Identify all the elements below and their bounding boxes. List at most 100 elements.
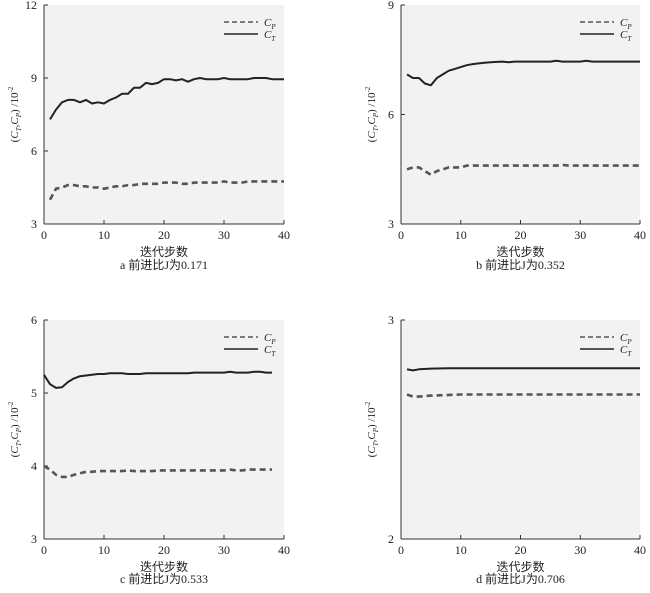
- y-label-part: T: [372, 441, 380, 446]
- panel-c-legend-label-p: CP: [264, 332, 276, 346]
- panel-a-y-tick-label: 9: [31, 71, 37, 85]
- panel-b-x-tick-label: 20: [515, 228, 527, 242]
- y-label-part: C: [366, 432, 378, 440]
- panel-c-y-tick-label: 3: [31, 532, 37, 546]
- y-label-part: -2: [7, 86, 15, 92]
- panel-d-y-tick-label: 2: [388, 532, 394, 546]
- panel-b-y-tick-label: 6: [388, 108, 394, 122]
- y-label-part: ): [366, 424, 378, 428]
- legend-base: C: [264, 17, 272, 29]
- y-label-part: ): [366, 109, 378, 113]
- panel-a-legend-label-t: CT: [264, 29, 276, 43]
- panel-b-legend-label-p: CP: [620, 17, 632, 31]
- panel-b-series-ct: [406, 59, 640, 87]
- panel-b-x-tick-label: 30: [574, 228, 586, 242]
- legend-base: C: [620, 29, 628, 41]
- panel-c-x-label: 迭代步数: [140, 559, 188, 574]
- panel-c-series-ct: [43, 370, 272, 389]
- legend-base: C: [620, 332, 628, 344]
- y-label-part: ,: [9, 124, 21, 127]
- y-label-part: T: [15, 126, 23, 131]
- panel-a-x-tick-label: 20: [158, 228, 170, 242]
- panel-d-x-tick-label: 0: [398, 543, 404, 557]
- panel-c-plot-area: [44, 320, 284, 539]
- panel-d-x-label: 迭代步数: [496, 559, 544, 574]
- y-label-part: ): [9, 109, 21, 113]
- y-label-part: P: [15, 427, 23, 433]
- y-label-part: C: [9, 131, 21, 139]
- y-label-part: C: [9, 432, 21, 440]
- legend-sub: T: [627, 35, 632, 43]
- y-label-part: ): [9, 424, 21, 428]
- panel-c-x-tick-label: 10: [98, 543, 110, 557]
- panel-a-x-tick-label: 40: [278, 228, 290, 242]
- y-label-part: C: [9, 446, 21, 454]
- panel-d-legend-label-p: CP: [620, 332, 632, 346]
- panel-c-x-tick-label: 30: [218, 543, 230, 557]
- panel-b-y-tick-label: 3: [388, 217, 394, 231]
- panel-b-y-tick-label: 9: [388, 0, 394, 12]
- y-label-part: C: [366, 446, 378, 454]
- panel-b-legend-label-t: CT: [620, 29, 632, 43]
- panel-b-plot-area: [401, 5, 640, 224]
- y-label-part: C: [366, 117, 378, 125]
- panel-c-y-tick-label: 5: [31, 386, 37, 400]
- y-label-part: /10: [366, 92, 378, 109]
- y-label-part: (: [366, 453, 378, 457]
- panel-a-legend-label-p: CP: [264, 17, 276, 31]
- panel-c-y-tick-label: 6: [31, 313, 37, 327]
- y-label-part: T: [15, 441, 23, 446]
- panel-d-y-tick-label: 3: [388, 313, 394, 327]
- panel-b-x-tick-label: 10: [455, 228, 467, 242]
- y-label-part: -2: [364, 86, 372, 92]
- panel-a-x-tick-label: 0: [41, 228, 47, 242]
- panel-d-series-ct: [406, 367, 640, 372]
- y-label-part: -2: [7, 401, 15, 407]
- panel-a-series-cp: [48, 180, 284, 201]
- panel-a-caption: a 前进比J为0.171: [120, 257, 208, 272]
- panel-a-y-tick-label: 6: [31, 144, 37, 158]
- legend-base: C: [264, 332, 272, 344]
- panel-d-legend-label-t: CT: [620, 344, 632, 358]
- panel-a-y-label: (CT,CP) /10-2: [7, 86, 23, 142]
- legend-sub: P: [270, 338, 276, 346]
- legend-sub: P: [270, 23, 276, 31]
- panel-c-series-cp: [43, 464, 272, 479]
- legend-sub: T: [627, 350, 632, 358]
- panel-d-x-tick-label: 30: [574, 543, 586, 557]
- y-label-part: -2: [364, 401, 372, 407]
- panel-b-x-label: 迭代步数: [496, 244, 544, 259]
- legend-base: C: [264, 344, 272, 356]
- panel-a-y-tick-label: 3: [31, 217, 37, 231]
- y-label-part: P: [15, 112, 23, 118]
- y-label-part: ,: [366, 439, 378, 442]
- panel-a-x-tick-label: 10: [98, 228, 110, 242]
- panel-d-y-label: (CT,CP) /10-2: [364, 401, 380, 457]
- y-label-part: (: [9, 138, 21, 142]
- y-label-part: C: [366, 131, 378, 139]
- panel-d-caption: d 前进比J为0.706: [476, 571, 565, 586]
- panel-a-x-label: 迭代步数: [140, 244, 188, 259]
- panel-b-series-cp: [406, 163, 640, 176]
- panel-a-series-ct: [49, 77, 284, 120]
- legend-base: C: [264, 29, 272, 41]
- legend-base: C: [620, 17, 628, 29]
- panel-d-series-cp: [406, 393, 640, 398]
- y-label-part: T: [372, 126, 380, 131]
- panel-c-legend-label-t: CT: [264, 344, 276, 358]
- panel-d-x-tick-label: 40: [634, 543, 646, 557]
- panel-c-x-tick-label: 0: [41, 543, 47, 557]
- panel-c-x-tick-label: 40: [278, 543, 290, 557]
- panel-c-x-tick-label: 20: [158, 543, 170, 557]
- panel-d-x-tick-label: 10: [455, 543, 467, 557]
- panel-d-plot-area: [401, 320, 640, 539]
- panel-b-x-tick-label: 40: [634, 228, 646, 242]
- panel-b-caption: b 前进比J为0.352: [476, 257, 565, 272]
- panel-c-caption: c 前进比J为0.533: [120, 571, 208, 586]
- y-label-part: (: [366, 138, 378, 142]
